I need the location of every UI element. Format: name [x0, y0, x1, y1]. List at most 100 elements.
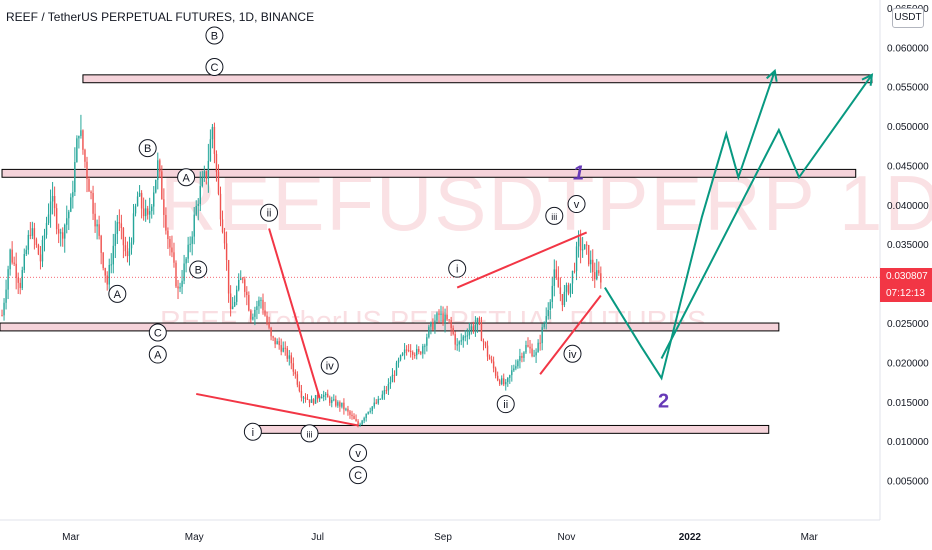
- wave-label-circle: [243, 422, 262, 441]
- candle: [161, 165, 163, 200]
- candle-body: [70, 197, 72, 212]
- candle-body: [37, 244, 40, 255]
- candle-body: [254, 309, 256, 317]
- candle-body: [189, 243, 191, 245]
- wave-label-circle: [448, 259, 467, 278]
- candle-body: [284, 347, 286, 349]
- candle-body: [296, 374, 299, 385]
- candle-body: [529, 346, 531, 349]
- candle-body: [581, 249, 584, 251]
- candle-body: [553, 269, 556, 286]
- candle: [379, 398, 382, 400]
- candle: [72, 180, 74, 209]
- candle-body: [221, 219, 224, 233]
- wave-label: B: [189, 260, 208, 279]
- candle-body: [298, 384, 301, 391]
- candle-body: [280, 345, 282, 352]
- candle-body: [233, 301, 236, 307]
- candle: [92, 185, 94, 221]
- candle-body: [557, 277, 560, 288]
- candle: [430, 321, 432, 335]
- candle-body: [27, 234, 30, 250]
- wave-trendline: [196, 392, 359, 427]
- candle-body: [90, 191, 92, 193]
- candle: [41, 235, 44, 268]
- candle-body: [88, 178, 90, 192]
- candle: [594, 262, 596, 288]
- candle-body: [292, 363, 295, 372]
- candle-body: [203, 171, 206, 178]
- candle: [254, 306, 256, 326]
- x-tick-label: Jul: [311, 532, 324, 543]
- candle-body: [74, 162, 76, 193]
- candle-body: [585, 244, 588, 246]
- candle-body: [369, 410, 371, 412]
- candle: [229, 285, 232, 317]
- candle-body: [511, 370, 513, 376]
- candle-body: [146, 208, 149, 215]
- candle-body: [541, 327, 543, 344]
- wave-label-circle: [205, 26, 224, 45]
- candle-body: [112, 245, 114, 265]
- candle-body: [272, 336, 274, 338]
- candle: [424, 343, 426, 355]
- candle: [233, 295, 236, 308]
- candle: [509, 374, 511, 384]
- candle-body: [312, 399, 315, 404]
- candle-body: [600, 273, 602, 283]
- candle-body: [205, 171, 208, 179]
- candle: [505, 379, 507, 391]
- candle: [460, 333, 462, 346]
- wave-label: B: [205, 26, 224, 45]
- candle: [503, 373, 505, 387]
- candle-body: [331, 399, 333, 403]
- candle: [29, 221, 32, 240]
- candle: [478, 316, 481, 326]
- candle-body: [401, 353, 404, 356]
- candle-body: [563, 291, 566, 306]
- wave-label: C: [148, 323, 167, 342]
- candle: [25, 245, 28, 257]
- candle-body: [35, 239, 38, 245]
- chart-title: REEF / TetherUS PERPETUAL FUTURES, 1D, B…: [6, 10, 315, 24]
- candle-body: [199, 186, 201, 204]
- candle-body: [177, 286, 179, 289]
- candle-body: [21, 270, 23, 289]
- candle: [494, 366, 497, 379]
- wave-label: i: [243, 422, 262, 441]
- candle-body: [132, 213, 135, 243]
- wave-label-circle: [205, 57, 224, 76]
- candle: [335, 395, 337, 408]
- candle: [347, 405, 349, 416]
- wave-label-circle: [496, 395, 515, 414]
- projection-paths: [604, 68, 874, 381]
- candle-body: [498, 380, 501, 385]
- wave-label: A: [108, 284, 127, 303]
- candle-body: [347, 408, 349, 412]
- candle-body: [213, 126, 216, 154]
- candle-body: [414, 354, 416, 356]
- candle-body: [229, 293, 232, 310]
- candle: [120, 214, 123, 240]
- candle: [426, 333, 428, 352]
- candle-body: [193, 214, 195, 237]
- wave-label-circle: [567, 195, 586, 214]
- candle: [559, 277, 562, 302]
- candle: [209, 129, 212, 162]
- candle: [201, 170, 204, 188]
- candle-body: [167, 230, 169, 240]
- candle-body: [165, 214, 167, 231]
- currency-button[interactable]: USDT: [892, 8, 924, 28]
- candle-body: [327, 393, 329, 398]
- candle-body: [278, 341, 280, 346]
- candle-body: [442, 313, 444, 324]
- candle: [19, 278, 21, 295]
- candle: [86, 156, 88, 193]
- x-tick-label: Mar: [801, 532, 819, 543]
- candle-body: [163, 199, 165, 215]
- candle-body: [444, 314, 446, 324]
- wave-label: iv: [563, 344, 582, 363]
- candle: [64, 223, 66, 253]
